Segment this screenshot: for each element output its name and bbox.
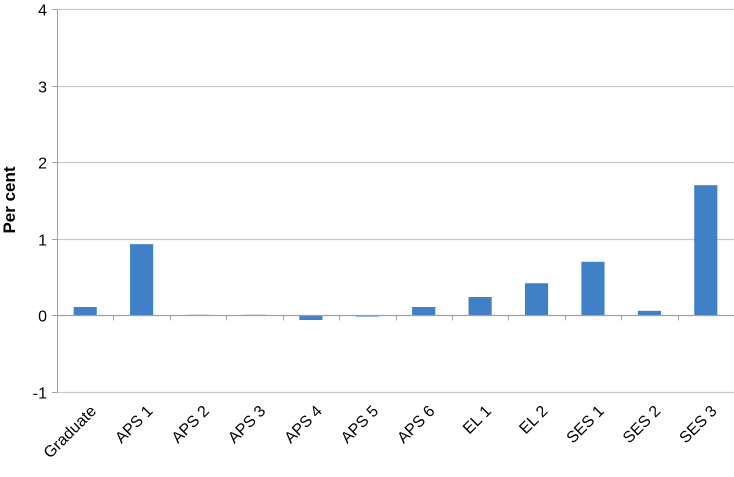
bar [412,306,436,316]
category-label: APS 2 [169,403,213,447]
bar [524,283,549,316]
y-tick-label: 0 [38,309,47,326]
bar [73,306,97,316]
category-label: APS 5 [338,403,382,447]
y-axis-title: Per cent [0,166,19,233]
category-label: APS 4 [282,403,326,447]
gridlines [52,8,734,394]
bar [637,310,661,316]
category-label: EL 1 [460,403,495,438]
bar [299,315,323,320]
category-label: SES 3 [677,403,721,447]
y-tick-label: 2 [38,156,47,173]
category-labels: Graduate APS 1 APS 2 APS 3 APS 4 APS 5 APS 6 EL… [41,403,721,462]
bar [468,297,492,316]
bar [694,185,718,316]
category-label: SES 2 [620,403,664,447]
y-tick-label: 4 [38,3,47,20]
category-label: SES 1 [564,403,608,447]
bars [73,185,718,320]
y-tick-label: -1 [33,386,47,403]
bar [130,244,154,316]
y-tick-label: 3 [38,80,47,97]
category-label: APS 1 [112,403,156,447]
y-tick-labels: -1 0 1 2 3 4 [33,3,47,403]
bar [581,261,605,316]
category-label: Graduate [41,403,100,462]
axes [57,9,734,392]
category-label: EL 2 [516,403,551,438]
category-label: APS 3 [225,403,269,447]
y-tick-label: 1 [38,233,47,250]
category-label: APS 6 [394,403,438,447]
